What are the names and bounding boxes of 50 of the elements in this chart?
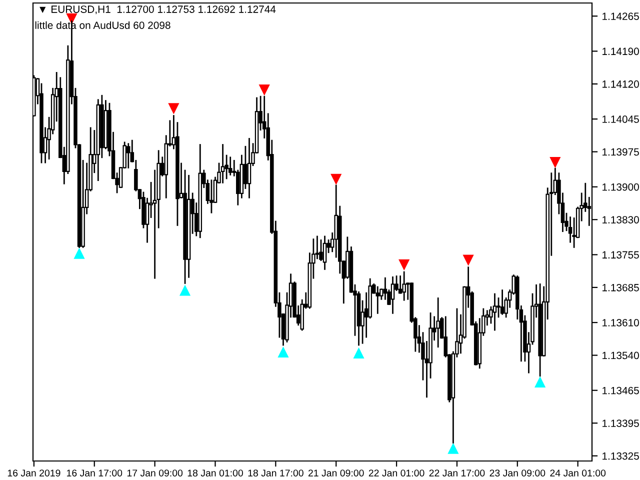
point (278, 346, 289, 358)
y-tick-label: 1.14190 (602, 48, 639, 56)
x-tick-label: 22 Jan 01:00 (368, 470, 424, 476)
y-tick-label: 1.13465 (602, 386, 639, 394)
x-tick-label: 16 Jan 2019 (8, 470, 60, 476)
point (74, 248, 85, 259)
y-tick-label: 1.13610 (602, 319, 639, 326)
y-tick-label: 1.13975 (602, 148, 639, 156)
y-tick-label: 1.14045 (602, 116, 639, 123)
x-tick-label: 18 Jan 17:00 (248, 470, 304, 476)
point (398, 259, 410, 271)
candlestick (228, 156, 232, 176)
point (534, 376, 546, 388)
candlestick (500, 290, 504, 315)
y-tick-label: 1.13830 (602, 216, 639, 224)
candlestick (492, 293, 497, 331)
point (179, 284, 191, 296)
point (550, 156, 561, 168)
point (353, 347, 364, 358)
y-tick-label: 1.13395 (602, 420, 639, 427)
point (462, 254, 474, 266)
point (330, 174, 342, 185)
x-tick-label: 23 Jan 09:00 (490, 470, 546, 476)
candlestick (322, 236, 327, 270)
y-tick-label: 1.14120 (602, 80, 639, 88)
y-tick-label: 1.13685 (602, 284, 639, 292)
y-tick-label: 1.13540 (602, 352, 639, 360)
candlestick (376, 286, 380, 314)
candlestick (210, 180, 214, 214)
candlestick (247, 138, 252, 198)
x-tick-label: 22 Jan 17:00 (429, 470, 485, 476)
chart-title: ▼ EURUSD,H1 1.12700 1.12753 1.12692 1.12744 (40, 6, 276, 14)
y-tick-label: 1.13325 (602, 452, 639, 460)
y-tick-label: 1.13900 (602, 183, 639, 191)
candlestick (390, 276, 395, 314)
candlestick (436, 298, 440, 348)
y-tick-label: 1.14265 (602, 12, 639, 20)
candlestick (126, 143, 130, 168)
x-tick-label: 18 Jan 01:00 (188, 470, 243, 476)
x-tick-label: 17 Jan 09:00 (127, 470, 183, 476)
x-tick-label: 16 Jan 17:00 (67, 470, 122, 476)
y-tick-label: 1.13755 (602, 251, 639, 259)
candlestick (220, 144, 225, 184)
point (258, 84, 270, 96)
candlestick (319, 239, 323, 261)
point (448, 442, 459, 454)
candlestick (402, 271, 406, 301)
x-tick-label: 24 Jan 01:00 (550, 470, 606, 476)
x-tick-label: 21 Jan 09:00 (308, 470, 364, 476)
point (168, 103, 180, 114)
